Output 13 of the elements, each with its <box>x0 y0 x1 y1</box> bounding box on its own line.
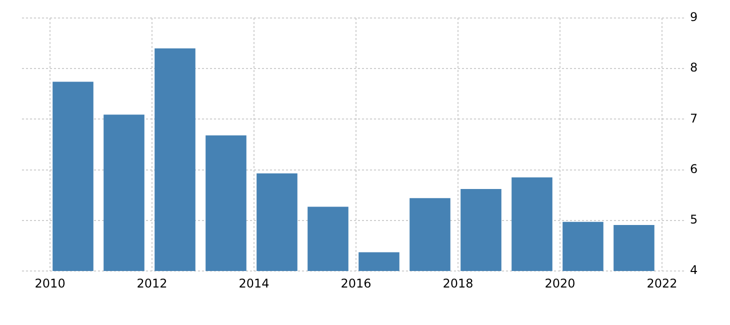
x-tick-label: 2012 <box>136 276 168 290</box>
y-tick-label: 8 <box>690 60 698 75</box>
y-tick-label: 6 <box>690 162 698 176</box>
x-tick-label: 2020 <box>544 276 576 290</box>
y-tick-label: 7 <box>690 111 698 126</box>
y-tick-label: 5 <box>690 212 698 227</box>
x-tick-label: 2010 <box>34 276 66 290</box>
x-tick-label: 2018 <box>442 276 474 290</box>
x-tick-label: 2022 <box>646 276 678 290</box>
y-tick-label: 9 <box>690 10 698 24</box>
y-tick-label: 4 <box>690 263 698 278</box>
x-tick-label: 2016 <box>340 276 372 290</box>
x-tick-label: 2014 <box>238 276 270 290</box>
